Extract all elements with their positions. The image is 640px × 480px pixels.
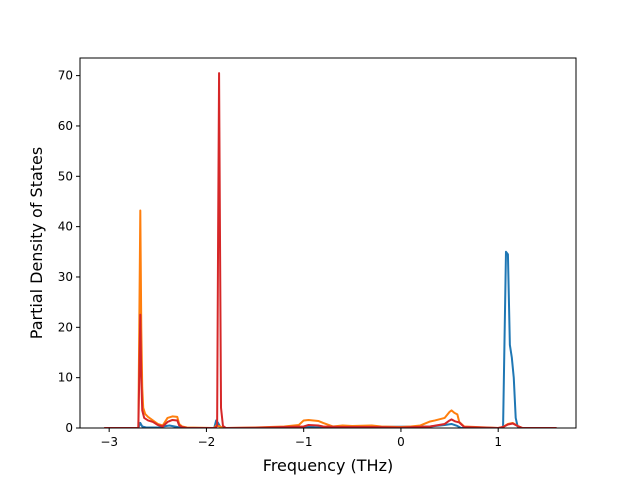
axes-frame (79, 57, 577, 429)
y-tick-label: 60 (58, 119, 73, 133)
y-tick-label: 70 (58, 69, 73, 83)
x-tick-label: −3 (100, 435, 118, 449)
series-layer (104, 72, 557, 428)
plot-area (104, 72, 557, 428)
x-tick-label: 0 (397, 435, 405, 449)
y-tick-label: 10 (58, 371, 73, 385)
x-axis: −3 −2 −1 0 1 (100, 428, 502, 449)
y-tick-label: 20 (58, 320, 73, 334)
y-tick-label: 0 (65, 421, 73, 435)
x-tick-label: −2 (198, 435, 216, 449)
y-axis-label: Partial Density of States (27, 147, 46, 339)
x-tick-label: 1 (494, 435, 502, 449)
y-axis: 0 10 20 30 40 50 60 70 (58, 69, 80, 435)
y-tick-label: 40 (58, 220, 73, 234)
y-tick-label: 50 (58, 169, 73, 183)
y-tick-label: 30 (58, 270, 73, 284)
series-line-3 (104, 72, 557, 428)
x-axis-label: Frequency (THz) (263, 456, 393, 475)
x-tick-label: −1 (295, 435, 313, 449)
